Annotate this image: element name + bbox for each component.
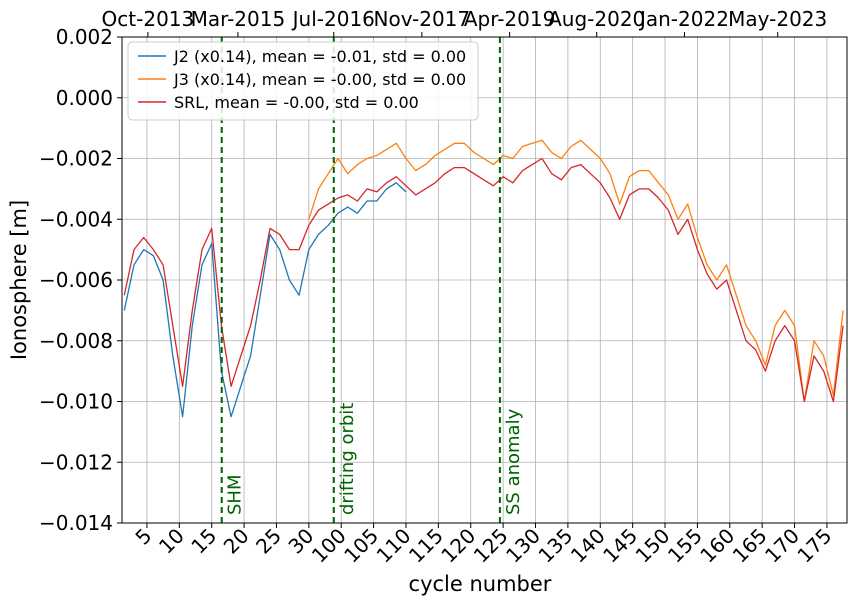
x-tick-label: 20 <box>219 524 254 559</box>
x-axis-label: cycle number <box>409 572 552 596</box>
legend-box <box>127 41 479 121</box>
series-line <box>308 139 844 403</box>
y-tick-label: −0.004 <box>39 207 113 231</box>
y-tick-label: 0.000 <box>56 86 113 110</box>
x-tick-label: 25 <box>251 524 286 559</box>
x-tick-label: 15 <box>186 524 221 559</box>
annotation-label: drifting orbit <box>337 403 358 515</box>
x2-tick-label: Jan-2022 <box>638 7 729 31</box>
y-tick-label: −0.002 <box>39 147 113 171</box>
legend-label: J3 (x0.14), mean = -0.00, std = 0.00 <box>173 70 466 89</box>
x2-tick-label: Aug-2020 <box>548 7 645 31</box>
x-tick-label: 5 <box>130 524 156 550</box>
y-tick-label: 0.002 <box>56 25 113 49</box>
annotation-label: SHM <box>225 475 246 516</box>
y-tick-label: −0.012 <box>39 450 113 474</box>
y-tick-label: −0.006 <box>39 268 113 292</box>
plot-frame <box>121 36 848 524</box>
x2-tick-label: Jul-2016 <box>291 7 375 31</box>
x2-tick-label: Apr-2019 <box>464 7 555 31</box>
series-line <box>123 182 407 418</box>
y-tick-label: −0.014 <box>39 511 113 535</box>
x2-tick-label: Mar-2015 <box>191 7 286 31</box>
y-tick-label: −0.010 <box>39 390 113 414</box>
x2-tick-label: May-2023 <box>728 7 827 31</box>
x-tick-label: 175 <box>792 524 836 568</box>
x2-tick-label: Nov-2017 <box>374 7 471 31</box>
y-tick-label: −0.008 <box>39 329 113 353</box>
series-line <box>123 157 844 403</box>
x-tick-label: 10 <box>154 524 189 559</box>
annotation-label: SS anomaly <box>503 408 524 515</box>
legend-label: J2 (x0.14), mean = -0.01, std = 0.00 <box>173 47 466 66</box>
x2-tick-label: Oct-2013 <box>102 7 195 31</box>
legend-label: SRL, mean = -0.00, std = 0.00 <box>174 93 419 112</box>
y-axis-label: Ionosphere [m] <box>7 200 31 360</box>
